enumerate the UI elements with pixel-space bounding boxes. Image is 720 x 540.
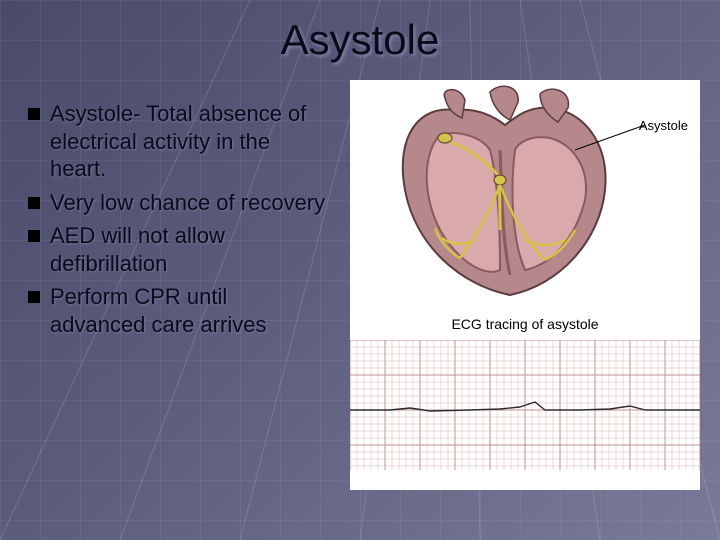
slide-title: Asystole [0,16,720,64]
list-item: Perform CPR until advanced care arrives [28,283,328,338]
ecg-tracing [350,340,700,470]
ecg-caption: ECG tracing of asystole [350,316,700,332]
bullet-text: Asystole- Total absence of electrical ac… [50,100,328,183]
bullet-text: Perform CPR until advanced care arrives [50,283,328,338]
heart-diagram: Asystole [350,80,700,310]
bullet-icon [28,108,40,120]
bullet-icon [28,197,40,209]
list-item: Asystole- Total absence of electrical ac… [28,100,328,183]
bullet-text: AED will not allow defibrillation [50,222,328,277]
figure-panel: Asystole ECG tracing of asystole [350,80,700,490]
bullet-list: Asystole- Total absence of electrical ac… [28,100,328,344]
bullet-text: Very low chance of recovery [50,189,328,217]
asystole-label: Asystole [639,118,688,133]
bullet-icon [28,230,40,242]
list-item: Very low chance of recovery [28,189,328,217]
list-item: AED will not allow defibrillation [28,222,328,277]
bullet-icon [28,291,40,303]
